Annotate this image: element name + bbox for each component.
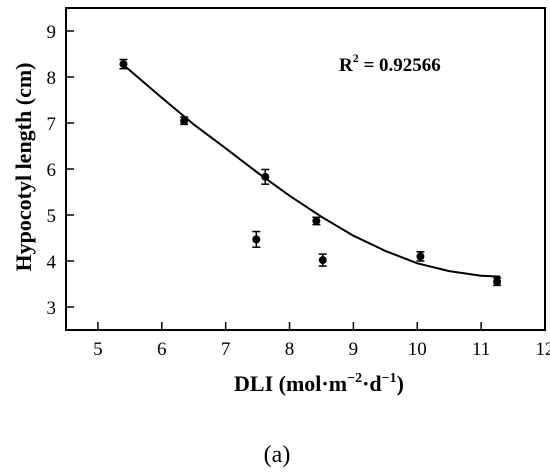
y-tick-label: 4 [47,252,57,273]
x-tick-label: 10 [408,339,427,360]
data-point [493,277,502,286]
x-tick-label: 8 [285,339,295,360]
data-point [252,235,261,244]
x-axis-title: DLI (mol·m−2·d−1) [234,371,404,396]
data-point [180,116,189,125]
x-tick-label: 6 [157,339,167,360]
y-tick-label: 3 [47,298,57,319]
x-tick-label: 5 [93,339,103,360]
y-tick-label: 7 [47,114,57,135]
data-point [261,172,270,181]
y-tick-label: 9 [47,22,57,43]
x-tick-label: 11 [472,339,490,360]
panel-label: (a) [264,442,291,468]
data-point [119,60,128,69]
data-point [416,252,425,261]
r-squared-annotation: R2 = 0.92566 [339,51,441,76]
data-point [312,216,321,225]
plot-area: 5 6 7 8 9 10 11 12 3 4 5 6 7 8 9 [47,7,550,360]
x-tick-label: 12 [536,339,550,360]
fit-curve [122,64,501,278]
y-tick-label: 5 [47,206,57,227]
data-point [318,256,327,265]
x-tick-label: 7 [221,339,231,360]
plot-frame [65,7,546,331]
y-axis-title: Hypocotyl length (cm) [11,63,36,272]
y-tick-label: 6 [47,160,57,181]
y-tick-label: 8 [47,68,57,89]
x-tick-label: 9 [349,339,359,360]
